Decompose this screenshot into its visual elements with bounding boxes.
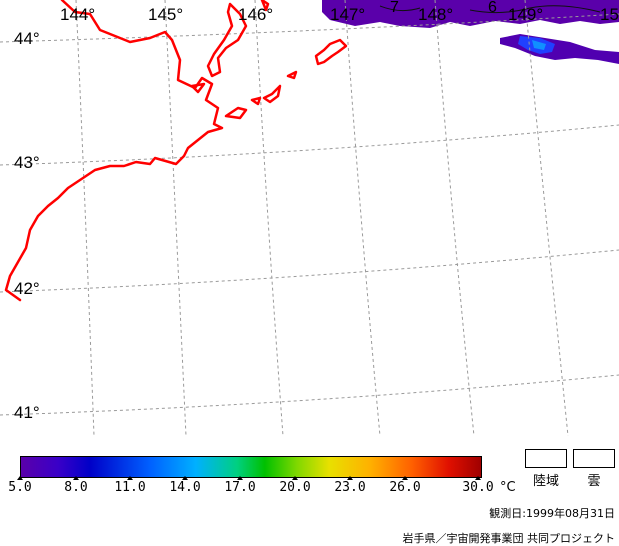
land-legend-label: 陸域 — [532, 474, 560, 489]
lon-label: 149° — [508, 5, 543, 24]
lon-label: 148° — [418, 5, 453, 24]
lon-label: 146° — [238, 5, 273, 24]
scale-tick-label: 23.0 — [334, 480, 366, 495]
scale-tick-label: 17.0 — [224, 480, 256, 495]
lon-label: 147° — [330, 5, 365, 24]
contour-line — [379, 5, 421, 12]
contour-label: 6 — [488, 0, 497, 16]
coastline — [4, 0, 348, 302]
lat-label: 42° — [14, 279, 40, 298]
scale-tick-label: 20.0 — [279, 480, 311, 495]
sst-area — [322, 0, 619, 64]
lat-label: 44° — [14, 29, 40, 48]
map-panel: 144° 145° 146° 147° 148° 149° 15 44° 43°… — [0, 0, 619, 436]
scale-tick — [347, 476, 353, 480]
scale-tick — [292, 476, 298, 480]
scale-tick — [127, 476, 133, 480]
contour-labels: 7 6 — [390, 0, 497, 16]
contour-label: 7 — [390, 0, 399, 16]
cloud-legend-swatch — [573, 449, 615, 468]
scale-tick-label: 11.0 — [114, 480, 146, 495]
temperature-unit: °C — [500, 480, 516, 495]
lon-label: 144° — [60, 5, 95, 24]
scale-tick — [182, 476, 188, 480]
lat-label: 43° — [14, 153, 40, 172]
sst-patch-north — [322, 0, 619, 28]
lon-label: 15 — [600, 5, 619, 24]
lat-labels: 44° 43° 42° 41° — [14, 29, 40, 422]
sst-warm-core — [532, 40, 546, 50]
credit-text: 岩手県／宇宙開発事業団 共同プロジェクト — [402, 532, 616, 545]
scale-tick — [17, 476, 23, 480]
contour-line — [469, 5, 601, 14]
scale-tick-label: 30.0 — [462, 480, 494, 495]
cloud-legend-label: 雲 — [587, 474, 601, 489]
scale-tick — [73, 476, 79, 480]
scale-tick-label: 26.0 — [389, 480, 421, 495]
scale-tick-label: 14.0 — [169, 480, 201, 495]
sst-patch-east — [500, 34, 619, 64]
scale-tick — [237, 476, 243, 480]
scale-tick-label: 5.0 — [8, 480, 32, 495]
graticule — [0, 0, 619, 436]
lon-label: 145° — [148, 5, 183, 24]
lat-label: 41° — [14, 403, 40, 422]
scale-tick-label: 8.0 — [64, 480, 88, 495]
sst-color-scale — [20, 456, 482, 478]
lon-labels: 144° 145° 146° 147° 148° 149° 15 — [60, 5, 619, 24]
scale-tick — [475, 476, 481, 480]
observation-date: 観測日:1999年08月31日 — [489, 507, 615, 520]
land-legend-swatch — [525, 449, 567, 468]
scale-tick — [402, 476, 408, 480]
